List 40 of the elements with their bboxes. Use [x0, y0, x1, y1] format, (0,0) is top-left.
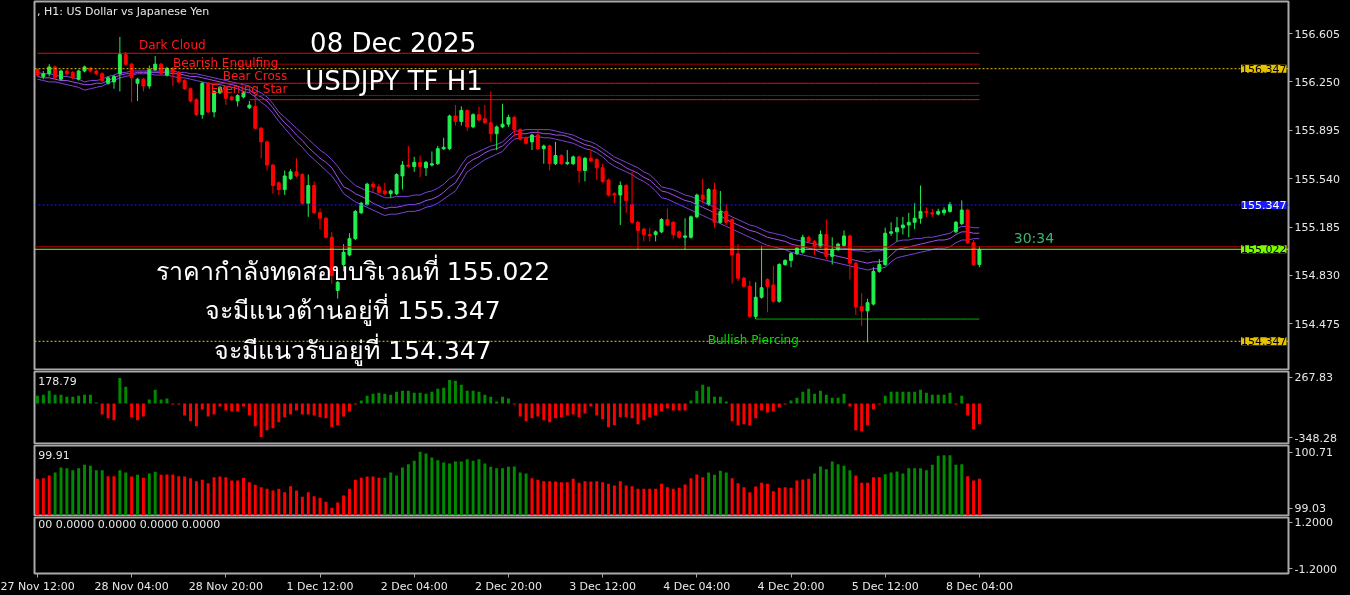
- y-tick-label: 155.540: [1294, 172, 1340, 186]
- annotation: Bearish Engulfing: [172, 55, 279, 70]
- annotation: 30:34: [1013, 230, 1055, 247]
- ref-line-label: 155.347: [1241, 198, 1287, 212]
- x-tick-label: 2 Dec 04:00: [380, 579, 448, 593]
- ref-line-label: 154.347: [1241, 335, 1287, 349]
- annotation: Dark Cloud: [139, 38, 206, 53]
- x-tick-label: 8 Dec 04:00: [945, 579, 1013, 593]
- annotation: 99.91: [38, 448, 70, 462]
- y-tick-label: 267.83: [1294, 371, 1333, 385]
- x-tick-label: 3 Dec 12:00: [569, 579, 637, 593]
- y-tick-label: 154.830: [1294, 269, 1340, 283]
- y-tick-label: 156.250: [1294, 75, 1340, 89]
- annotation: จะมีแนวต้านอยู่ที่ 155.347: [205, 293, 501, 327]
- x-tick-label: 2 Dec 20:00: [474, 579, 542, 593]
- y-tick-label: 155.895: [1294, 124, 1340, 138]
- y-tick-label: 155.185: [1294, 221, 1340, 235]
- y-tick-label: -1.2000: [1294, 562, 1337, 576]
- y-tick-label: 1.2000: [1294, 516, 1333, 530]
- x-tick-label: 28 Nov 04:00: [94, 579, 169, 593]
- y-tick-label: 156.605: [1294, 27, 1340, 41]
- x-tick-label: 4 Dec 20:00: [757, 579, 825, 593]
- ref-line-label: 155.022: [1241, 243, 1287, 257]
- annotation: Bullish Piercing: [707, 332, 799, 347]
- x-tick-label: 5 Dec 12:00: [851, 579, 919, 593]
- x-tick-label: 4 Dec 04:00: [663, 579, 731, 593]
- annotation: จะมีแนวรับอยู่ที่ 154.347: [214, 332, 492, 366]
- x-tick-label: 27 Nov 12:00: [0, 579, 75, 593]
- x-tick-label: 28 Nov 20:00: [188, 579, 263, 593]
- y-tick-label: 154.475: [1294, 317, 1340, 331]
- ref-line-label: 156.347: [1241, 62, 1287, 76]
- y-tick-label: 99.03: [1294, 502, 1326, 516]
- annotation: 178.79: [38, 374, 77, 388]
- annotation: , H1: US Dollar vs Japanese Yen: [37, 4, 210, 18]
- x-tick-label: 1 Dec 12:00: [286, 579, 354, 593]
- y-tick-label: -348.28: [1294, 431, 1337, 445]
- annotation: 00 0.0000 0.0000 0.0000 0.0000: [38, 518, 221, 532]
- y-tick-label: 100.71: [1294, 446, 1333, 460]
- text: 08 Dec 2025: [310, 28, 477, 59]
- annotation: Bear Cross: [222, 69, 288, 84]
